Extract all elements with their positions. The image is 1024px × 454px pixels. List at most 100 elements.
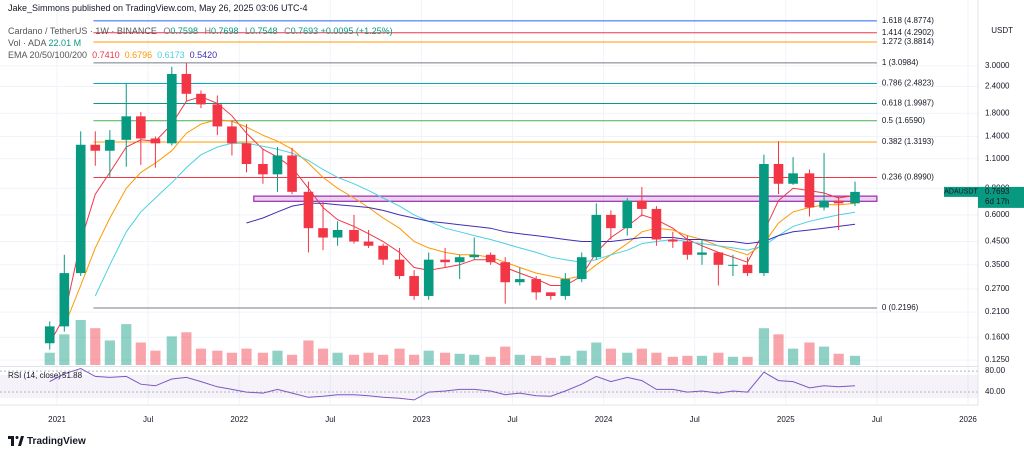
volume-bar [787,348,799,365]
fib-label: 0.236 (0.8990) [882,173,934,182]
candle-body [166,73,177,144]
volume-bar [348,354,360,365]
volume-bar [59,334,70,365]
volume-bar [121,324,132,365]
volume-bar [500,346,511,365]
fib-label: 1.414 (4.2902) [882,28,934,37]
rsi-line [49,367,856,401]
candle-body [850,191,860,204]
candle-body [59,273,70,327]
volume-bar [317,348,329,365]
y-tick-label: 0.6000 [985,210,1010,219]
ema-line: EMA 20/50/100/200 0.7410 0.6796 0.6173 0.542… [8,49,393,61]
fib-label: 0.382 (1.3193) [882,137,934,146]
candle-body [454,257,465,263]
candle-body [241,143,252,164]
currency: USDT [991,26,1013,35]
volume-bar [818,346,830,365]
ohlc-value: 0.7598 [170,26,198,36]
candle-body [759,163,769,274]
x-tick-label: 2023 [413,415,431,424]
x-tick-label: Jul [143,415,153,424]
candle-body [514,279,525,283]
volume-label: Vol · ADA [8,38,47,48]
candle-body [637,200,647,209]
logo-dot [15,436,19,439]
volume-bar [257,352,269,365]
candle-body [196,93,206,105]
fib-label: 0.786 (2.4823) [882,79,934,88]
volume-bar [667,356,678,365]
candle-body [773,163,784,184]
y-tick-label: 0.1600 [985,332,1010,341]
volume-bar [454,353,465,365]
candle-body [105,139,115,151]
ema-title: EMA 20/50/100/200 [8,50,88,60]
volume-bar [531,355,542,365]
volume-bar [195,348,207,365]
volume-bar [696,355,708,365]
ema-value: 0.6796 [124,50,153,60]
y-tick-label: 1.8000 [985,108,1010,117]
volume-bar [514,354,525,365]
y-tick-label: 2.4000 [985,82,1010,91]
candle-body [332,229,343,238]
volume-bar [545,357,556,365]
volume-bar [181,332,192,365]
logo-bar [8,436,14,439]
volume-bar [636,348,647,365]
candle-body [272,155,283,175]
candle-body [44,326,55,344]
candle-body [440,259,450,263]
volume-line: Vol · ADA 22.01 M [8,37,393,49]
ema-line [246,202,856,245]
candle-body [394,259,405,277]
candle-body [90,144,101,151]
volume-bar [833,353,844,365]
volume-bar [409,354,420,365]
ema-value: 0.5420 [189,50,218,60]
ohlc-value: 0.7548 [250,26,278,36]
x-tick-label: 2026 [959,415,977,424]
candle-body [531,279,541,293]
candle-body [485,254,496,263]
volume-bar [150,350,161,365]
y-tick-label: 0.2700 [985,284,1010,293]
candle-body [713,252,724,265]
candle-body [682,241,693,255]
candle-body [576,257,587,280]
y-tick-label: 0.1250 [985,355,1010,364]
x-tick-label: Jul [507,415,517,424]
volume-bar [849,355,861,365]
symbol: Cardano / TetherUS · 1W · BINANCE [8,26,157,36]
ema-value: 0.6173 [157,50,185,60]
brand-name: TradingView [27,436,86,447]
publisher: Jake_Simmons published on TradingView.co… [8,3,308,13]
candle-body [258,163,268,175]
volume-bar [332,352,343,365]
volume-bar [44,352,55,365]
volume-bar [804,342,815,365]
candle-body [378,245,388,260]
candle-body [469,254,480,258]
volume-bar [423,350,434,365]
candle-body [728,264,738,266]
x-tick-label: Jul [325,415,335,424]
candle-body [363,241,374,246]
candle-body [697,252,707,255]
volume-bar [212,350,223,365]
x-tick-label: Jul [690,415,700,424]
volume-bar [439,352,451,365]
candle-body [622,200,633,229]
candle-body [560,279,571,296]
y-tick-label: 0.2100 [985,307,1010,316]
ema-line [94,142,856,297]
candle-body [500,262,511,283]
zone [253,195,878,202]
volume-bar [135,342,146,365]
x-tick-label: 2021 [48,415,66,424]
ohlc-value: 0.7693 [290,26,319,36]
volume-bar [226,352,238,365]
volume-bar [713,352,724,365]
